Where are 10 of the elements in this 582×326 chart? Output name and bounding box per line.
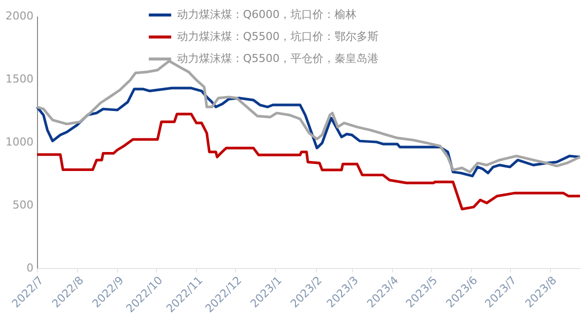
y-tick-label: 500 [12, 198, 34, 212]
line-series [36, 86, 582, 178]
y-tick-label: 2000 [6, 10, 34, 22]
legend-label: 动力煤沫煤：Q6000，坑口价：榆林 [177, 8, 357, 21]
legend-label: 动力煤沫煤：Q5500，平仓价，秦皇岛港 [177, 52, 379, 65]
y-tick-label: 1500 [6, 72, 34, 86]
line-series [36, 112, 582, 210]
y-tick-label: 1000 [6, 136, 34, 148]
legend-label: 动力煤沫煤：Q5500，坑口价：鄂尔多斯 [177, 30, 379, 43]
y-tick-label: 0 [26, 262, 34, 274]
